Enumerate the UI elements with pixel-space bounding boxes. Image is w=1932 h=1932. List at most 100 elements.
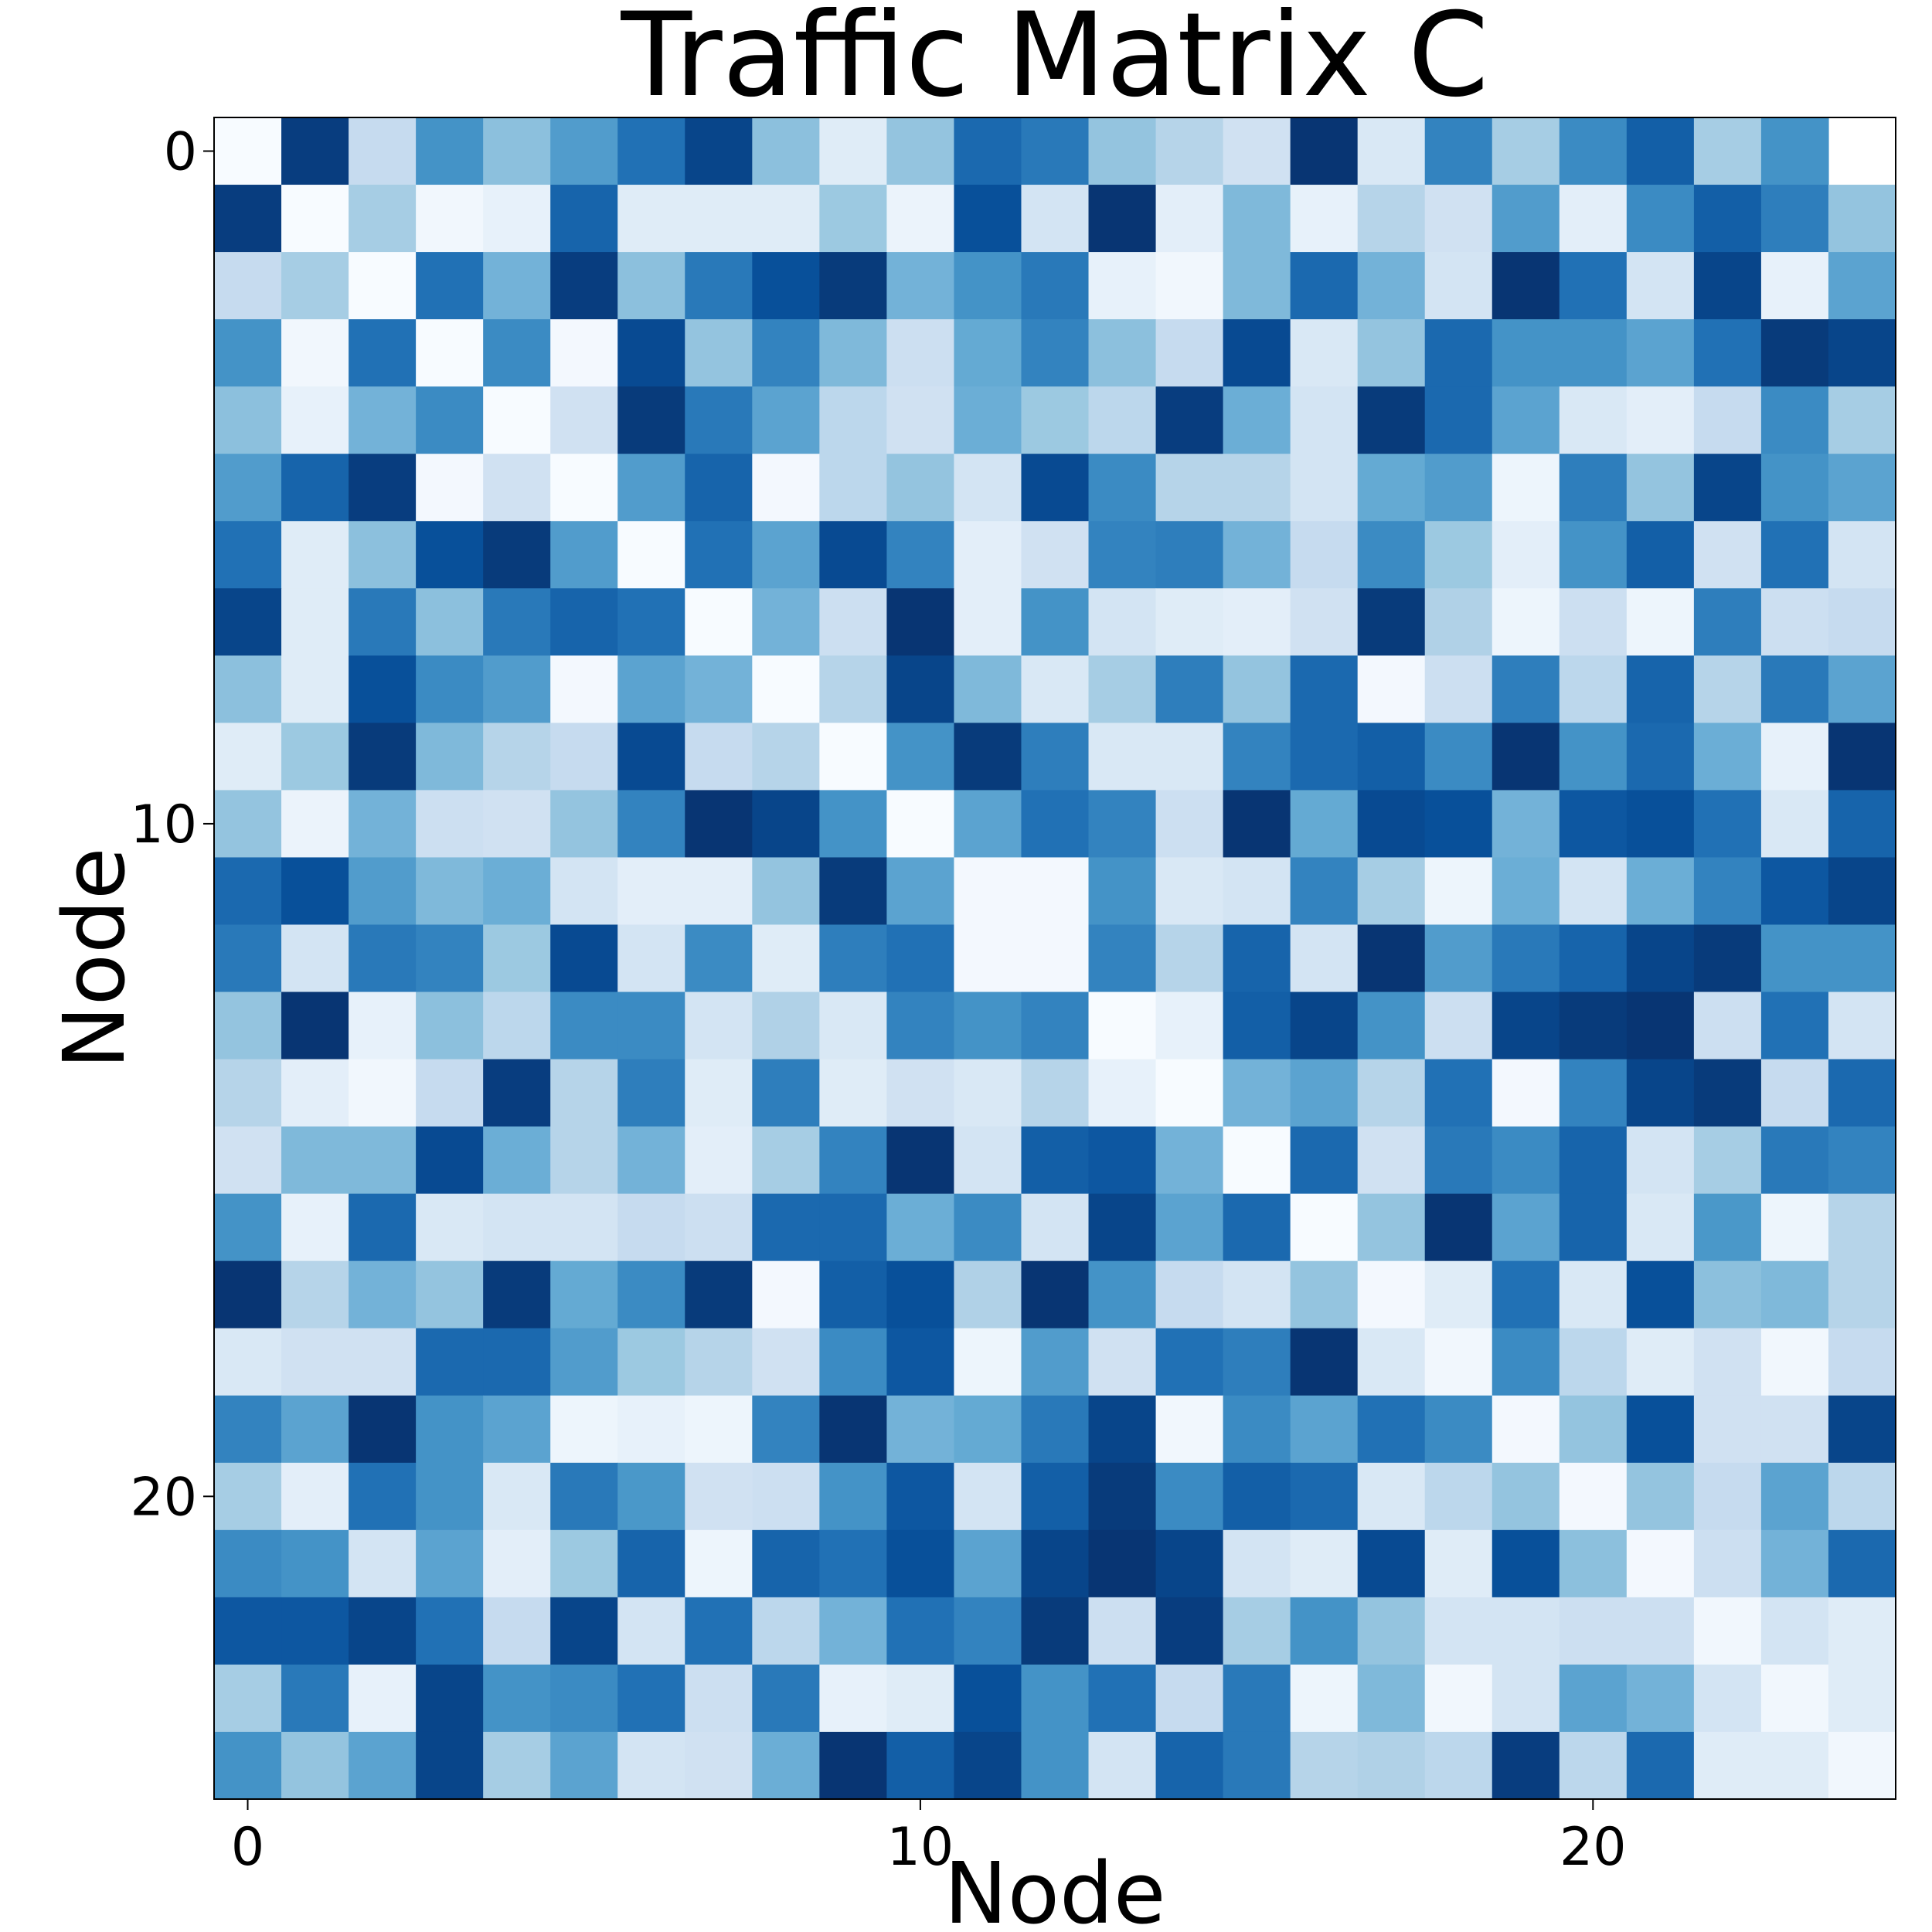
heatmap-cell bbox=[1357, 1193, 1426, 1262]
heatmap-cell bbox=[1223, 723, 1291, 791]
heatmap-cell bbox=[1021, 1059, 1090, 1128]
heatmap-cell bbox=[1492, 454, 1560, 522]
heatmap-cell bbox=[954, 723, 1022, 791]
heatmap-cell bbox=[1492, 1664, 1560, 1733]
heatmap-cell bbox=[752, 1126, 820, 1195]
heatmap-cell bbox=[281, 185, 349, 253]
heatmap-cell bbox=[685, 185, 753, 253]
heatmap-cell bbox=[550, 1193, 618, 1262]
heatmap-cell bbox=[1424, 1664, 1493, 1733]
heatmap-cell bbox=[819, 386, 887, 454]
heatmap-cell bbox=[1492, 723, 1560, 791]
heatmap-cell bbox=[1290, 1193, 1359, 1262]
heatmap-cell bbox=[1021, 454, 1090, 522]
heatmap-cell bbox=[349, 790, 417, 859]
heatmap-cell bbox=[550, 1597, 618, 1665]
heatmap-cell bbox=[349, 386, 417, 454]
heatmap-cell bbox=[819, 857, 887, 926]
heatmap-cell bbox=[617, 655, 685, 723]
heatmap-cell bbox=[617, 1529, 685, 1598]
heatmap-cell bbox=[886, 386, 955, 454]
heatmap-cell bbox=[1424, 723, 1493, 791]
heatmap-cell bbox=[1088, 1126, 1157, 1195]
y-axis-ticks: 0 10 20 bbox=[130, 122, 214, 1528]
heatmap-cell bbox=[214, 1529, 282, 1598]
heatmap-cell bbox=[954, 386, 1022, 454]
heatmap-cell bbox=[349, 1328, 417, 1396]
heatmap-cell bbox=[214, 386, 282, 454]
heatmap-cell bbox=[685, 1664, 753, 1733]
heatmap-cell bbox=[1155, 924, 1224, 993]
heatmap-cell bbox=[349, 1126, 417, 1195]
heatmap-cell bbox=[1492, 1059, 1560, 1128]
heatmap-cell bbox=[1492, 1597, 1560, 1665]
heatmap-cell bbox=[349, 1529, 417, 1598]
heatmap-cell bbox=[550, 1395, 618, 1464]
heatmap-cell bbox=[954, 1193, 1022, 1262]
heatmap-cell bbox=[1223, 1328, 1291, 1396]
heatmap-cell bbox=[1021, 1731, 1090, 1800]
heatmap-cell bbox=[685, 655, 753, 723]
heatmap-cell bbox=[1424, 1597, 1493, 1665]
heatmap-cell bbox=[214, 1395, 282, 1464]
heatmap-cell bbox=[1492, 117, 1560, 185]
heatmap-cell bbox=[214, 319, 282, 387]
heatmap-cell bbox=[819, 1395, 887, 1464]
heatmap-cell bbox=[617, 1597, 685, 1665]
heatmap-cell bbox=[1626, 1260, 1695, 1329]
heatmap-cell bbox=[1021, 521, 1090, 589]
heatmap-cell bbox=[1155, 1731, 1224, 1800]
heatmap-cell bbox=[416, 1126, 484, 1195]
heatmap-cell bbox=[483, 1193, 551, 1262]
heatmap-cell bbox=[1155, 319, 1224, 387]
heatmap-cell bbox=[1021, 117, 1090, 185]
heatmap-cell bbox=[1357, 1731, 1426, 1800]
heatmap-cell bbox=[1357, 1260, 1426, 1329]
heatmap-cell bbox=[1828, 790, 1896, 859]
heatmap-cell bbox=[281, 252, 349, 320]
heatmap-cell bbox=[1357, 521, 1426, 589]
heatmap-cell bbox=[1290, 185, 1359, 253]
heatmap-cell bbox=[416, 521, 484, 589]
heatmap-cell bbox=[1693, 319, 1762, 387]
heatmap-cell bbox=[954, 1664, 1022, 1733]
heatmap-cell bbox=[1155, 454, 1224, 522]
heatmap-cell bbox=[483, 992, 551, 1060]
heatmap-cell bbox=[1424, 790, 1493, 859]
heatmap-cell bbox=[1760, 1059, 1829, 1128]
heatmap-cell bbox=[1155, 588, 1224, 656]
heatmap-cell bbox=[1828, 723, 1896, 791]
heatmap-cell bbox=[1760, 723, 1829, 791]
heatmap-cell bbox=[1424, 992, 1493, 1060]
heatmap-cell bbox=[752, 924, 820, 993]
heatmap-cell bbox=[349, 857, 417, 926]
heatmap-cell bbox=[685, 992, 753, 1060]
heatmap-cell bbox=[1290, 1059, 1359, 1128]
heatmap-cell bbox=[1290, 1529, 1359, 1598]
heatmap-cell bbox=[1492, 1328, 1560, 1396]
heatmap-cell bbox=[685, 1462, 753, 1531]
heatmap-cell bbox=[1760, 185, 1829, 253]
heatmap-cell bbox=[617, 588, 685, 656]
heatmap-cell bbox=[819, 117, 887, 185]
heatmap-cell bbox=[281, 1731, 349, 1800]
heatmap-cell bbox=[1559, 1126, 1628, 1195]
heatmap-cell bbox=[1559, 185, 1628, 253]
heatmap-cell bbox=[1088, 1664, 1157, 1733]
heatmap-cell bbox=[349, 1664, 417, 1733]
heatmap-cell bbox=[214, 1462, 282, 1531]
heatmap-cell bbox=[214, 924, 282, 993]
heatmap-cell bbox=[1492, 386, 1560, 454]
heatmap-cell bbox=[483, 454, 551, 522]
heatmap-cell bbox=[1223, 454, 1291, 522]
heatmap-cell bbox=[1760, 655, 1829, 723]
heatmap-cell bbox=[281, 1260, 349, 1329]
heatmap-cell bbox=[483, 1462, 551, 1531]
heatmap-cell bbox=[483, 319, 551, 387]
heatmap-cell bbox=[1357, 1328, 1426, 1396]
heatmap-cell bbox=[1424, 1529, 1493, 1598]
heatmap-cell bbox=[1626, 117, 1695, 185]
heatmap-cell bbox=[1223, 1731, 1291, 1800]
heatmap-cell bbox=[1693, 655, 1762, 723]
heatmap-cell bbox=[1357, 319, 1426, 387]
